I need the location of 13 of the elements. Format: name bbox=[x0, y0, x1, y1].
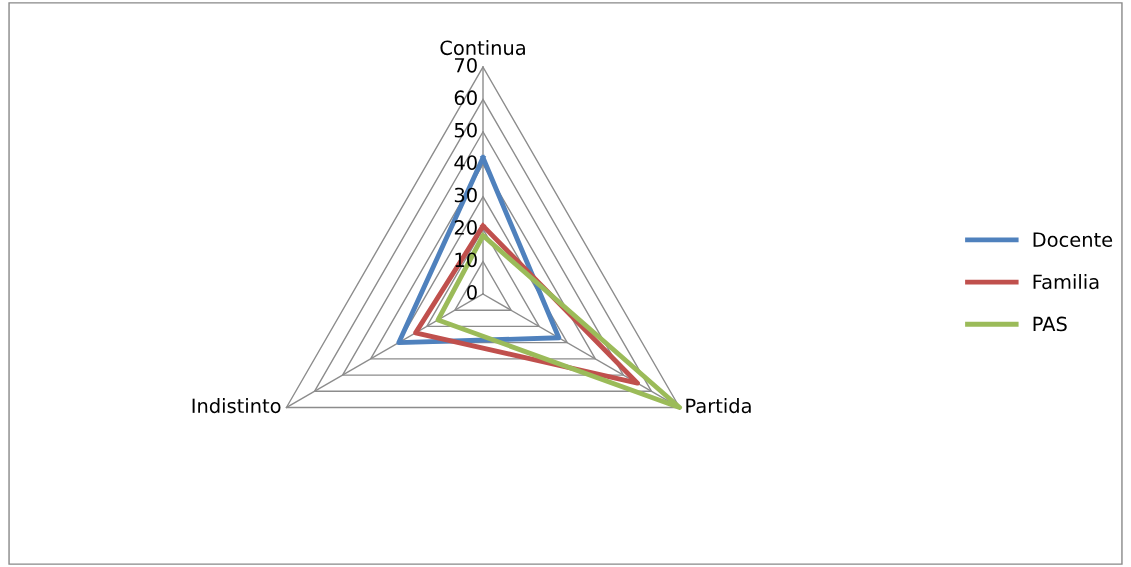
spoke-label: Indistinto bbox=[192, 398, 281, 414]
y-tick-label: 10 bbox=[455, 252, 477, 268]
legend-label: Docente bbox=[1033, 232, 1113, 247]
y-tick-label: 60 bbox=[454, 90, 477, 106]
y-tick-label: 20 bbox=[454, 220, 477, 235]
spoke-label: Partida bbox=[686, 398, 751, 414]
y-tick-label: 0 bbox=[467, 284, 477, 300]
legend-label: Familia bbox=[1033, 274, 1099, 290]
y-tick-label: 50 bbox=[454, 122, 477, 138]
y-tick-label: 70 bbox=[454, 57, 477, 73]
legend-label: PAS bbox=[1033, 316, 1067, 332]
spoke-label: Continua bbox=[440, 40, 525, 56]
y-tick-label: 40 bbox=[454, 155, 477, 170]
